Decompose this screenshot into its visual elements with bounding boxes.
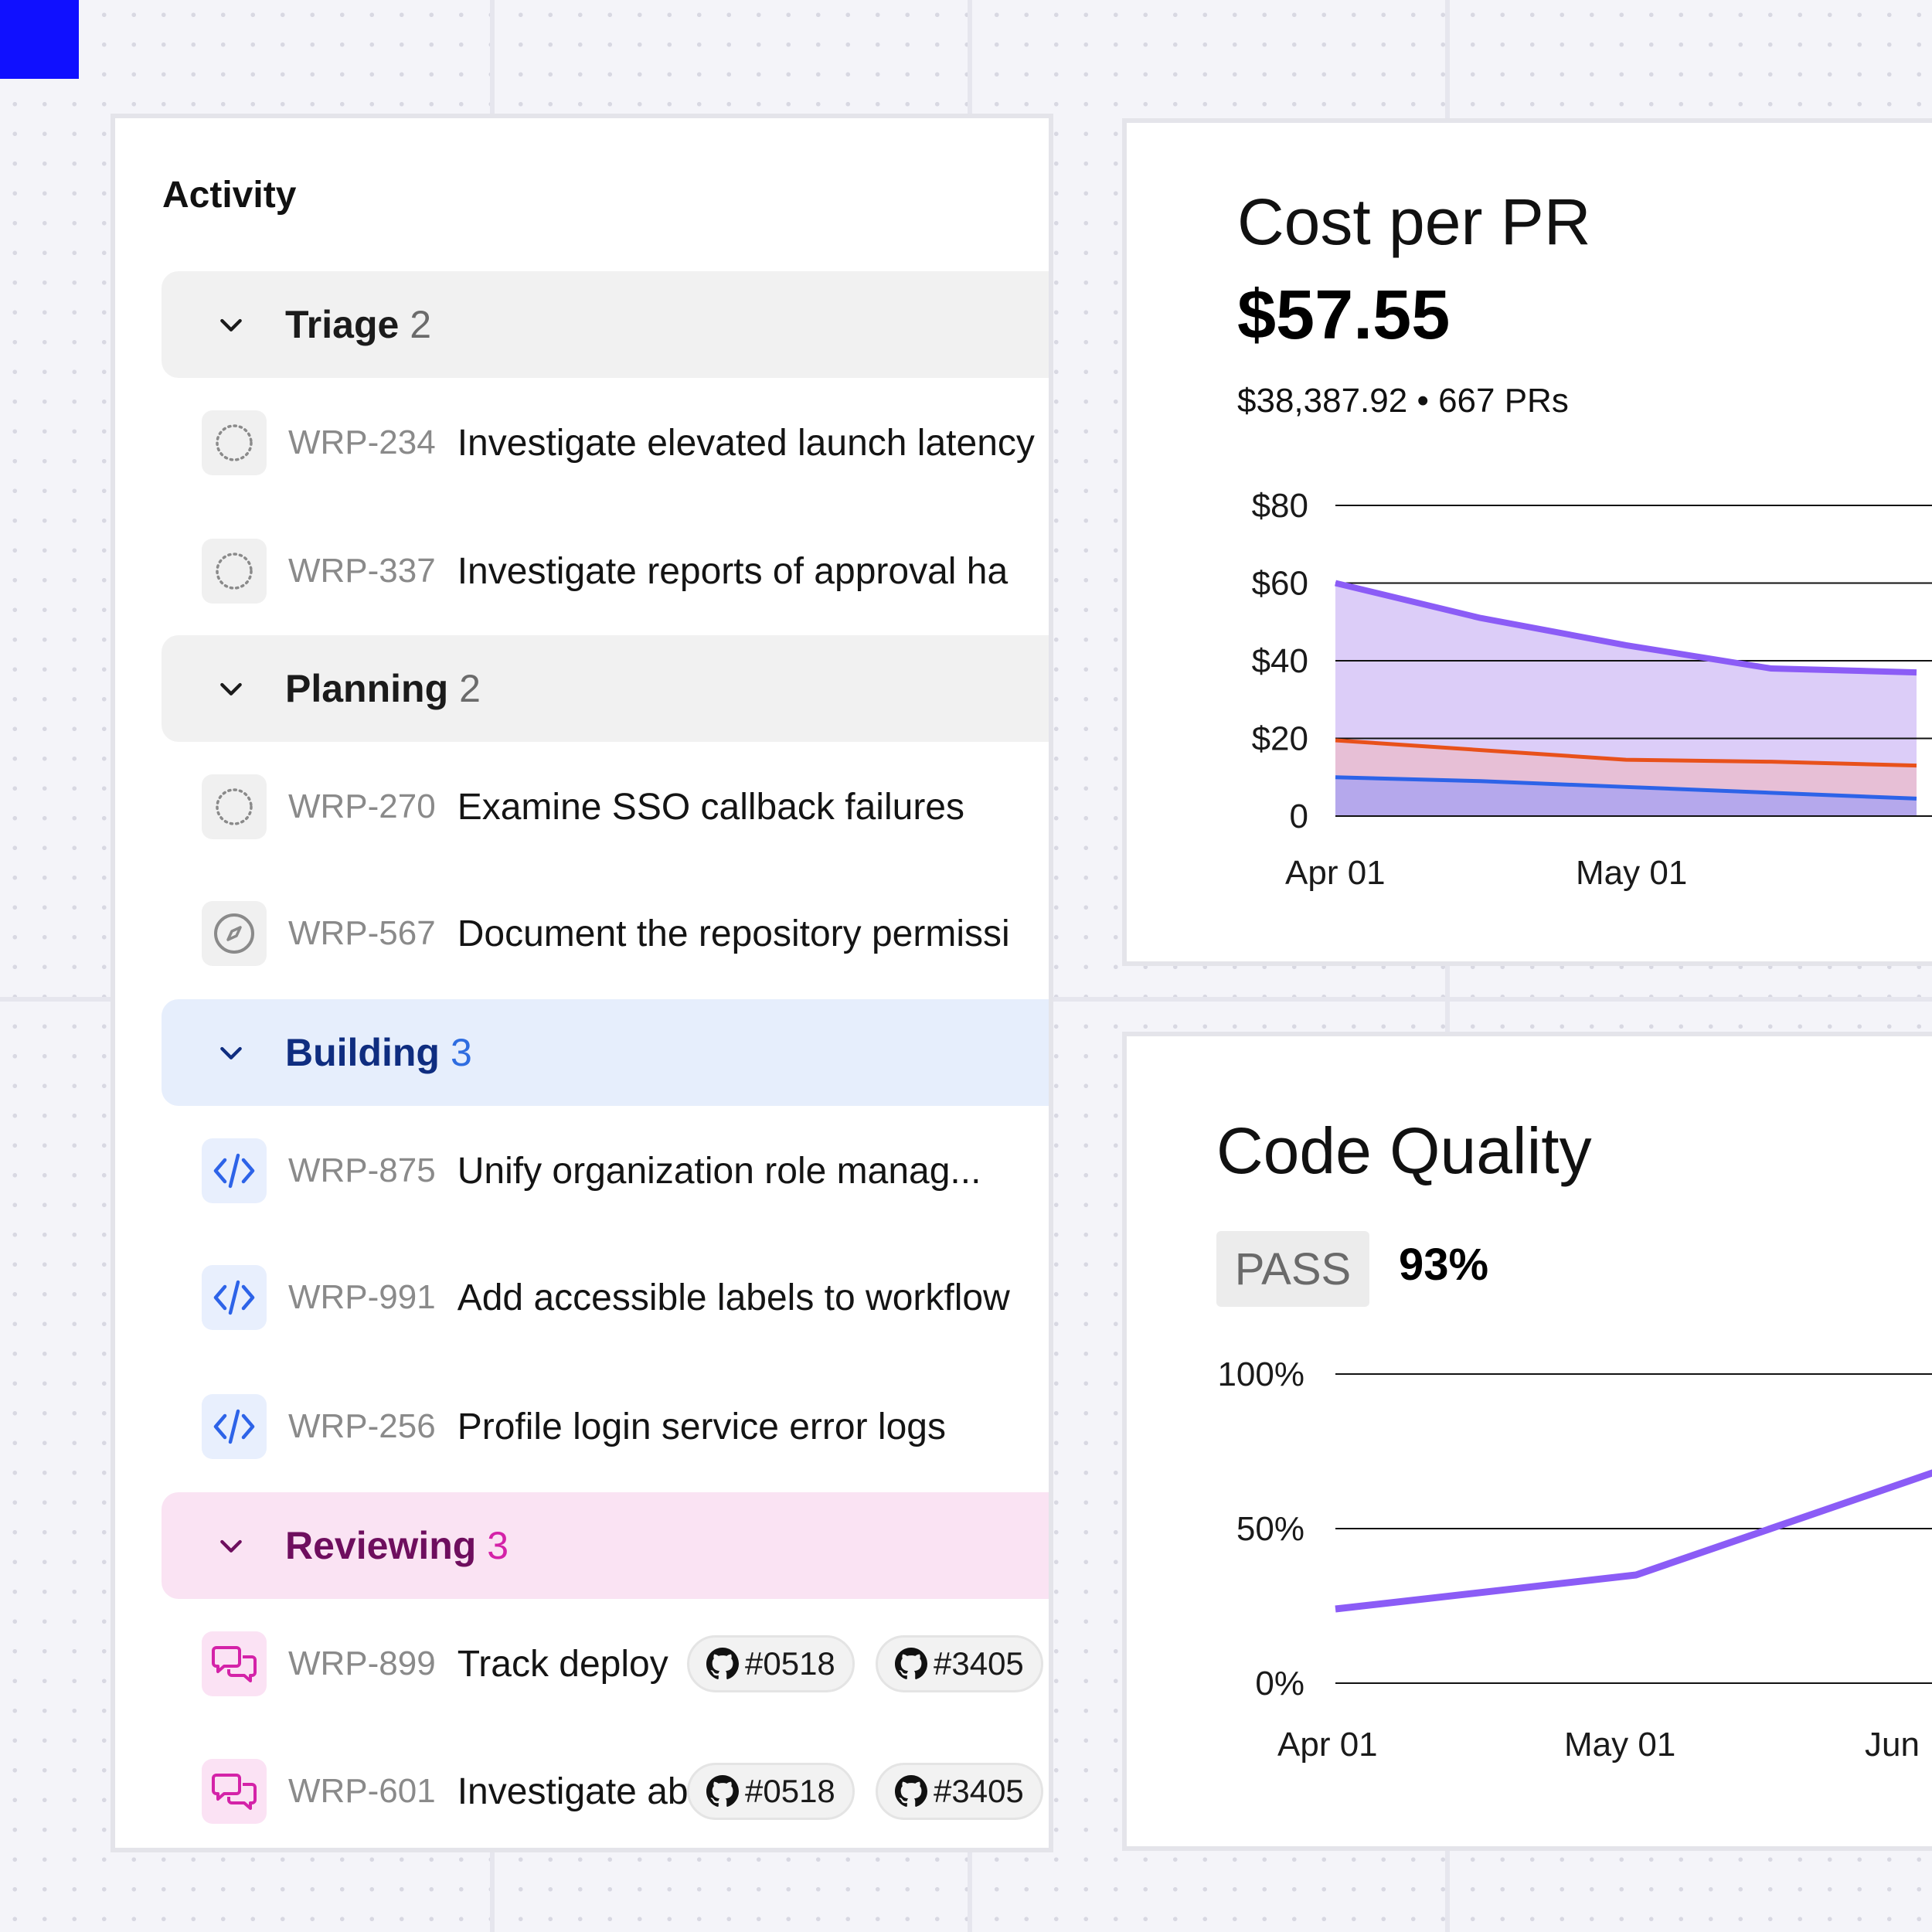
- x-tick-label: Apr 01: [1277, 1726, 1378, 1764]
- group-header-planning[interactable]: Planning 2: [162, 635, 1049, 742]
- dotted-circle-icon: [202, 774, 267, 839]
- issue-id: WRP-991: [288, 1278, 436, 1316]
- issue-id: WRP-875: [288, 1151, 436, 1189]
- github-icon: [706, 1775, 739, 1807]
- issue-title: Investigate elevated launch latency: [457, 422, 1035, 464]
- list-item[interactable]: WRP-234 Investigate elevated launch late…: [202, 408, 1049, 478]
- issue-id: WRP-601: [288, 1772, 436, 1810]
- list-item[interactable]: WRP-991 Add accessible labels to workflo…: [202, 1263, 1049, 1332]
- x-tick-label: Apr 01: [1285, 854, 1386, 892]
- code-quality-card: Code Quality PASS 93% 100% 50% 0% Apr 01 May…: [1122, 1032, 1932, 1851]
- issue-title: Add accessible labels to workflow: [457, 1277, 1010, 1318]
- group-header-reviewing[interactable]: Reviewing 3: [162, 1492, 1049, 1599]
- y-tick-label: 0: [1290, 798, 1308, 835]
- dotted-circle-icon: [202, 410, 267, 475]
- pr-chip[interactable]: #0518: [687, 1763, 855, 1820]
- quality-percent: 93%: [1399, 1240, 1489, 1290]
- code-icon: [202, 1394, 267, 1459]
- issue-title: Investigate reports of approval ha: [457, 550, 1009, 592]
- github-icon: [895, 1648, 927, 1679]
- issue-id: WRP-256: [288, 1407, 436, 1445]
- y-tick-label: $20: [1252, 720, 1308, 758]
- issue-title: Track deploy: [457, 1643, 668, 1685]
- activity-title: Activity: [162, 175, 297, 216]
- issue-id: WRP-567: [288, 914, 436, 952]
- github-icon: [895, 1775, 927, 1807]
- group-header-building[interactable]: Building 3: [162, 999, 1049, 1106]
- group-count: 3: [487, 1524, 509, 1567]
- issue-title: Unify organization role manag...: [457, 1150, 981, 1192]
- chevron-down-icon: [220, 1046, 242, 1060]
- corner-square: [0, 0, 79, 79]
- chat-bubbles-icon: [202, 1759, 267, 1824]
- group-count: 3: [450, 1031, 472, 1074]
- group-header-triage[interactable]: Triage 2: [162, 271, 1049, 378]
- list-item[interactable]: WRP-567 Document the repository permissi: [202, 899, 1049, 968]
- pr-chip[interactable]: #3405: [876, 1635, 1043, 1692]
- issue-title: Examine SSO callback failures: [457, 786, 964, 828]
- y-tick-label: 50%: [1236, 1510, 1304, 1548]
- pr-chip[interactable]: #0518: [687, 1635, 855, 1692]
- list-item[interactable]: WRP-256 Profile login service error logs: [202, 1392, 1049, 1461]
- activity-panel: Activity Triage 2 WRP-234 Investigate el…: [111, 114, 1053, 1852]
- x-tick-label: May 01: [1564, 1726, 1675, 1764]
- card-title: Cost per PR: [1237, 185, 1591, 258]
- chevron-down-icon: [220, 682, 242, 696]
- issue-title: Profile login service error logs: [457, 1406, 946, 1447]
- y-tick-label: 100%: [1217, 1355, 1304, 1393]
- group-count: 2: [410, 303, 432, 346]
- dotted-circle-icon: [202, 539, 267, 604]
- issue-id: WRP-270: [288, 787, 436, 825]
- y-tick-label: 0%: [1255, 1665, 1304, 1702]
- series-line: [1335, 580, 1917, 676]
- list-item[interactable]: WRP-270 Examine SSO callback failures: [202, 772, 1049, 842]
- chevron-down-icon: [220, 1539, 242, 1553]
- compass-icon: [202, 901, 267, 966]
- code-icon: [202, 1265, 267, 1330]
- status-badge: PASS: [1216, 1231, 1369, 1307]
- group-label: Planning: [285, 667, 449, 710]
- series-line: [1335, 738, 1917, 768]
- cost-value: $57.55: [1237, 277, 1451, 354]
- group-label: Triage: [285, 303, 400, 346]
- issue-id: WRP-337: [288, 552, 436, 590]
- series-area: [1335, 777, 1917, 816]
- cost-per-pr-card: Cost per PR $57.55 $38,387.92 • 667 PRs …: [1122, 118, 1932, 966]
- x-tick-label: Jun: [1865, 1726, 1920, 1764]
- cost-subtitle: $38,387.92 • 667 PRs: [1237, 382, 1569, 420]
- quality-chart: 100% 50% 0% Apr 01 May 01 Jun: [1217, 1355, 1932, 1764]
- y-tick-label: $40: [1252, 642, 1308, 680]
- pr-number: #0518: [745, 1773, 835, 1809]
- cost-chart: $80 $60 $40 $20 0 Apr 01 May 01: [1252, 487, 1932, 892]
- list-item[interactable]: WRP-899 Track deploy: [202, 1629, 1049, 1699]
- pr-chip[interactable]: #3405: [876, 1763, 1043, 1820]
- code-icon: [202, 1138, 267, 1203]
- series-line: [1335, 1469, 1932, 1613]
- series-line: [1335, 775, 1917, 801]
- y-tick-label: $60: [1252, 565, 1308, 603]
- issue-id: WRP-234: [288, 423, 436, 461]
- pr-number: #0518: [745, 1645, 835, 1682]
- card-title: Code Quality: [1216, 1114, 1592, 1187]
- issue-title: Document the repository permissi: [457, 913, 1010, 954]
- group-label: Reviewing: [285, 1524, 477, 1567]
- bg-grid-line: [1445, 0, 1450, 1932]
- issue-title: Investigate ab: [457, 1770, 689, 1812]
- list-item[interactable]: WRP-337 Investigate reports of approval …: [202, 536, 1049, 606]
- list-item[interactable]: WRP-601 Investigate ab: [202, 1757, 1049, 1826]
- list-item[interactable]: WRP-875 Unify organization role manag...: [202, 1136, 1049, 1206]
- y-tick-label: $80: [1252, 487, 1308, 525]
- chevron-down-icon: [220, 318, 242, 332]
- pr-number: #3405: [934, 1645, 1024, 1682]
- x-tick-label: May 01: [1576, 854, 1687, 892]
- chat-bubbles-icon: [202, 1631, 267, 1696]
- group-count: 2: [459, 667, 481, 710]
- group-label: Building: [285, 1031, 440, 1074]
- pr-number: #3405: [934, 1773, 1024, 1809]
- github-icon: [706, 1648, 739, 1679]
- issue-id: WRP-899: [288, 1645, 436, 1682]
